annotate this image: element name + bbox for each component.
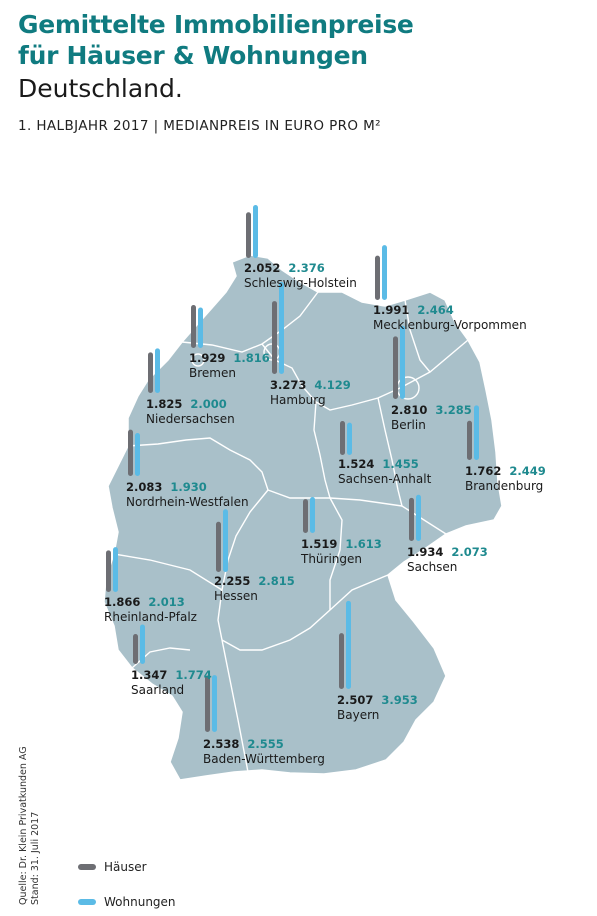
value-wohnungen-sachsen-anhalt: 1.455 (382, 457, 418, 471)
state-name-bayern: Bayern (337, 708, 379, 722)
source-line2: Stand: 31. Juli 2017 (30, 811, 41, 905)
bar-wohnungen-schleswig-holstein (253, 205, 258, 258)
bar-haeuser-baden-wuerttemberg (205, 675, 210, 732)
bar-haeuser-hamburg (272, 301, 277, 374)
bar-wohnungen-niedersachsen (155, 348, 160, 393)
bar-haeuser-rheinland-pfalz (106, 550, 111, 592)
legend-item-wohnungen: Wohnungen (78, 891, 176, 910)
bar-wohnungen-mecklenburg-vorpommen (382, 245, 387, 300)
state-name-saarland: Saarland (131, 683, 184, 697)
value-haeuser-schleswig-holstein: 2.052 (244, 261, 280, 275)
bar-wohnungen-berlin (400, 325, 405, 399)
value-wohnungen-mecklenburg-vorpommen: 2.464 (417, 303, 453, 317)
value-haeuser-baden-wuerttemberg: 2.538 (203, 737, 239, 751)
value-haeuser-berlin: 2.810 (391, 403, 427, 417)
legend-label-wohnungen: Wohnungen (104, 894, 176, 909)
bar-wohnungen-rheinland-pfalz (113, 547, 118, 592)
bar-haeuser-berlin (393, 336, 398, 399)
state-name-baden-wuerttemberg: Baden-Württemberg (203, 752, 325, 766)
bar-haeuser-mecklenburg-vorpommen (375, 255, 380, 300)
value-haeuser-bremen: 1.929 (189, 351, 225, 365)
bar-wohnungen-hessen (223, 509, 228, 572)
value-haeuser-brandenburg: 1.762 (465, 464, 501, 478)
legend-swatch-haeuser (78, 863, 96, 870)
bar-haeuser-bremen (191, 305, 196, 348)
bar-haeuser-bayern (339, 633, 344, 689)
chart-title-line1: Gemittelte Immobilienpreise (18, 10, 414, 39)
bar-haeuser-nordrhein-westfalen (128, 429, 133, 476)
value-wohnungen-schleswig-holstein: 2.376 (288, 261, 324, 275)
value-wohnungen-rheinland-pfalz: 2.013 (148, 595, 184, 609)
value-wohnungen-bremen: 1.816 (233, 351, 269, 365)
state-name-mecklenburg-vorpommen: Mecklenburg-Vorpommen (373, 318, 527, 332)
state-name-brandenburg: Brandenburg (465, 479, 543, 493)
chart-subtitle: 1. HALBJAHR 2017 | MEDIANPREIS IN EURO P… (18, 118, 381, 134)
bar-haeuser-brandenburg (467, 420, 472, 460)
value-wohnungen-baden-wuerttemberg: 2.555 (247, 737, 283, 751)
price-bars (106, 205, 479, 732)
value-haeuser-saarland: 1.347 (131, 668, 167, 682)
legend-item-haeuser: Häuser (78, 856, 147, 875)
value-haeuser-hessen: 2.255 (214, 574, 250, 588)
state-name-sachsen: Sachsen (407, 560, 457, 574)
bar-wohnungen-hamburg (279, 282, 284, 374)
bar-wohnungen-nordrhein-westfalen (135, 432, 140, 476)
bar-haeuser-saarland (133, 633, 138, 664)
bar-haeuser-hessen (216, 521, 221, 572)
value-wohnungen-nordrhein-westfalen: 1.930 (170, 480, 206, 494)
state-name-schleswig-holstein: Schleswig-Holstein (244, 276, 357, 290)
value-haeuser-sachsen-anhalt: 1.524 (338, 457, 374, 471)
value-wohnungen-hamburg: 4.129 (314, 378, 350, 392)
bremen-city (191, 353, 205, 367)
state-name-niedersachsen: Niedersachsen (146, 412, 235, 426)
state-name-hamburg: Hamburg (270, 393, 326, 407)
chart-region: Deutschland. (18, 74, 183, 103)
bar-wohnungen-sachsen (416, 494, 421, 541)
legend-swatch-wohnungen (78, 898, 96, 905)
value-haeuser-bayern: 2.507 (337, 693, 373, 707)
chart-title-line2: für Häuser & Wohnungen (18, 41, 368, 70)
bar-wohnungen-sachsen-anhalt (347, 422, 352, 455)
state-name-berlin: Berlin (391, 418, 426, 432)
bar-haeuser-sachsen (409, 497, 414, 541)
value-wohnungen-saarland: 1.774 (175, 668, 211, 682)
value-haeuser-nordrhein-westfalen: 2.083 (126, 480, 162, 494)
bar-wohnungen-bremen (198, 307, 203, 348)
source-note: Quelle: Dr. Klein Privatkunden AG Stand:… (18, 746, 42, 905)
bar-wohnungen-thueringen (310, 497, 315, 533)
bar-haeuser-thueringen (303, 499, 308, 533)
bar-haeuser-sachsen-anhalt (340, 421, 345, 455)
value-wohnungen-thueringen: 1.613 (345, 537, 381, 551)
value-wohnungen-sachsen: 2.073 (451, 545, 487, 559)
state-name-sachsen-anhalt: Sachsen-Anhalt (338, 472, 432, 486)
value-haeuser-sachsen: 1.934 (407, 545, 443, 559)
bar-wohnungen-brandenburg (474, 405, 479, 460)
bar-wohnungen-baden-wuerttemberg (212, 675, 217, 732)
value-haeuser-hamburg: 3.273 (270, 378, 306, 392)
value-wohnungen-niedersachsen: 2.000 (190, 397, 226, 411)
source-line1: Quelle: Dr. Klein Privatkunden AG (18, 746, 29, 905)
bar-wohnungen-bayern (346, 600, 351, 689)
state-name-hessen: Hessen (214, 589, 258, 603)
value-haeuser-niedersachsen: 1.825 (146, 397, 182, 411)
value-wohnungen-brandenburg: 2.449 (509, 464, 545, 478)
state-name-thueringen: Thüringen (300, 552, 362, 566)
value-haeuser-mecklenburg-vorpommen: 1.991 (373, 303, 409, 317)
value-wohnungen-bayern: 3.953 (381, 693, 417, 707)
state-name-rheinland-pfalz: Rheinland-Pfalz (104, 610, 197, 624)
value-haeuser-thueringen: 1.519 (301, 537, 337, 551)
value-haeuser-rheinland-pfalz: 1.866 (104, 595, 140, 609)
bar-wohnungen-saarland (140, 624, 145, 664)
bar-haeuser-schleswig-holstein (246, 212, 251, 258)
bar-haeuser-niedersachsen (148, 352, 153, 393)
state-name-bremen: Bremen (189, 366, 236, 380)
state-name-nordrhein-westfalen: Nordrhein-Westfalen (126, 495, 249, 509)
value-wohnungen-berlin: 3.285 (435, 403, 471, 417)
value-wohnungen-hessen: 2.815 (258, 574, 294, 588)
legend-label-haeuser: Häuser (104, 859, 147, 874)
